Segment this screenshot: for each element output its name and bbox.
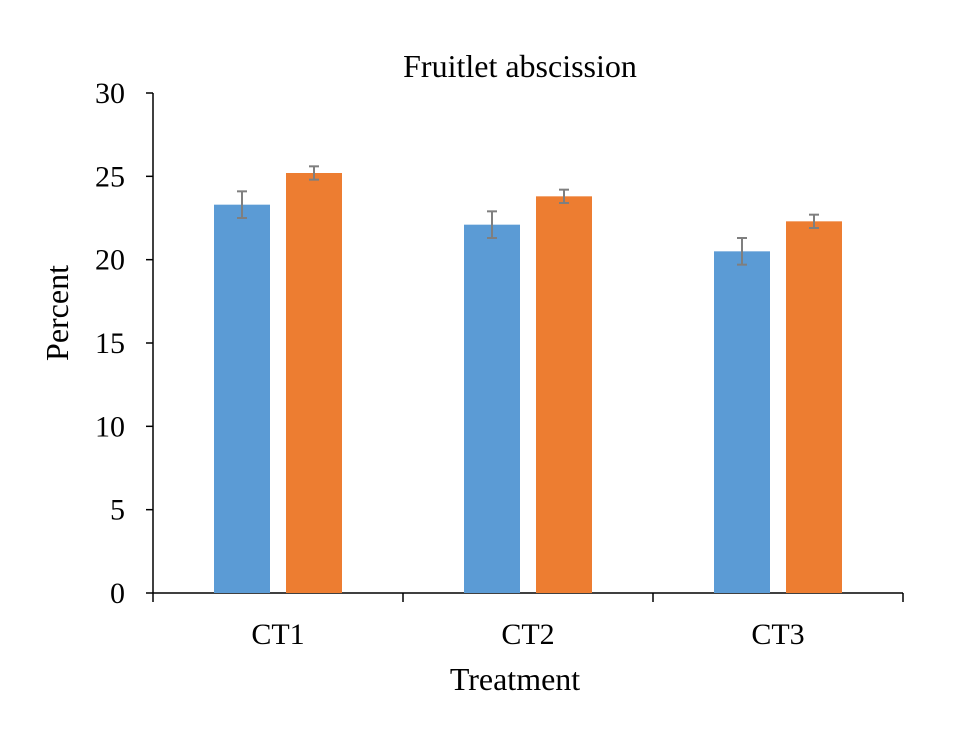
chart-title: Fruitlet abscission: [403, 48, 637, 84]
y-axis-label: Percent: [39, 265, 75, 361]
x-tick-label: CT2: [501, 618, 554, 651]
y-tick-label: 15: [95, 327, 125, 360]
y-tick-label: 5: [110, 494, 125, 527]
y-tick-label: 25: [95, 160, 125, 193]
y-tick-label: 30: [95, 77, 125, 110]
y-tick-label: 10: [95, 410, 125, 443]
y-tick-label: 0: [110, 577, 125, 610]
x-axis-label: Treatment: [450, 661, 580, 697]
y-tick-label: 20: [95, 244, 125, 277]
y-axis: 0 5 10 15 20 25 30: [95, 77, 154, 610]
bar-series1-ct3: [714, 251, 770, 594]
bar-series1-ct1: [214, 204, 270, 593]
x-tick-label: CT3: [751, 618, 804, 651]
error-bars-group: [237, 165, 819, 266]
bar-series2-ct3: [786, 221, 842, 594]
bars-group: [214, 173, 842, 594]
bar-series2-ct1: [286, 173, 342, 593]
bar-series2-ct2: [536, 196, 592, 594]
bar-series1-ct2: [464, 224, 520, 593]
x-axis: CT1 CT2 CT3: [152, 592, 904, 651]
x-tick-label: CT1: [251, 618, 304, 651]
